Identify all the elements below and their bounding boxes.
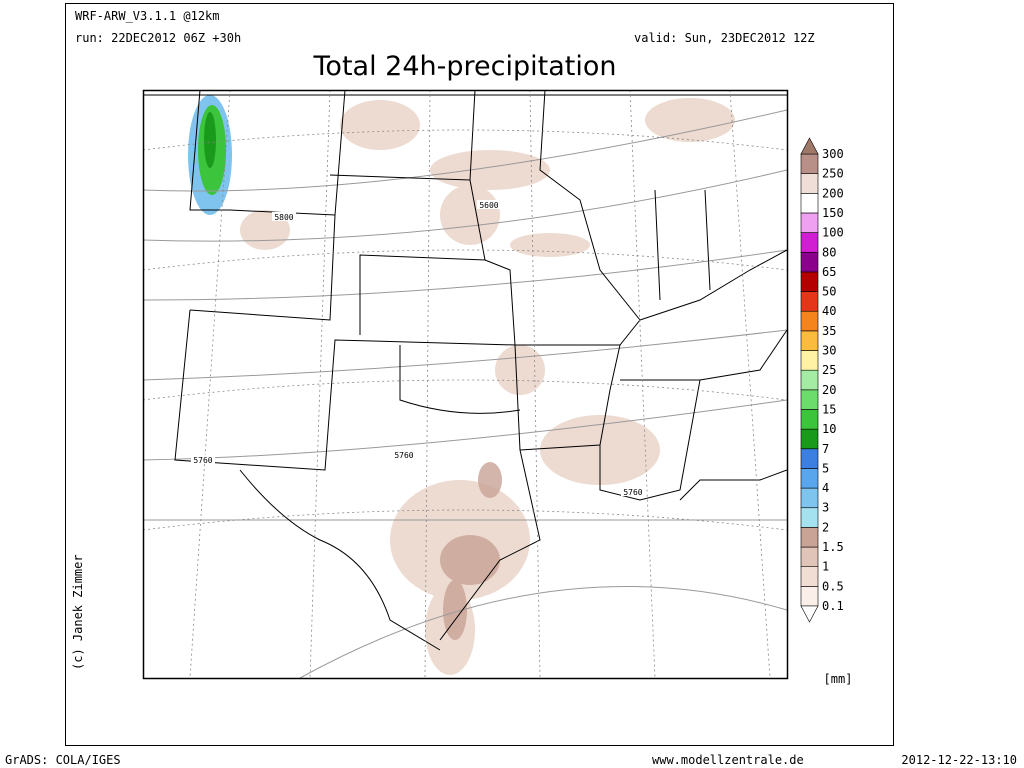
colorbar-label: 10 xyxy=(822,422,836,436)
contour-label: 5760 xyxy=(623,488,642,497)
colorbar-label: 2 xyxy=(822,520,829,534)
colorbar-box xyxy=(800,487,819,509)
colorbar-label: 0.5 xyxy=(822,579,844,593)
contour-label: 5760 xyxy=(394,451,413,460)
colorbar-label: 150 xyxy=(822,206,844,220)
run-label: run: 22DEC2012 06Z +30h xyxy=(75,31,241,45)
colorbar-box xyxy=(800,310,819,332)
precip-heavy xyxy=(188,95,232,215)
colorbar-label: 15 xyxy=(822,402,836,416)
contour-label-bg xyxy=(477,200,501,209)
colorbar-box xyxy=(800,389,819,410)
precip-medium xyxy=(440,462,502,640)
colorbar-box xyxy=(800,350,819,371)
colorbar-label: 50 xyxy=(822,285,836,299)
colorbar-arrow-high xyxy=(800,137,819,155)
colorbar-box xyxy=(800,153,819,174)
colorbar-label: 3 xyxy=(822,501,829,515)
footer-right: 2012-12-22-13:10 xyxy=(901,753,1017,767)
colorbar-label: 35 xyxy=(822,324,836,338)
unit-label: [mm] xyxy=(824,672,853,686)
colorbar-label: 0.1 xyxy=(822,599,844,613)
footer-left: GrADS: COLA/IGES xyxy=(5,753,121,767)
contour-label: 5800 xyxy=(274,213,293,222)
colorbar: 0.1 0.5 1 1.5 2 3 4 5 7 10 15 20 25 30 35 40 50 65 80 100 15… xyxy=(800,137,844,623)
colorbar-label: 200 xyxy=(822,186,844,200)
colorbar-label: 100 xyxy=(822,226,844,240)
colorbar-box xyxy=(800,212,819,233)
colorbar-label: 20 xyxy=(822,383,836,397)
contour-label-bg xyxy=(191,455,215,464)
contour-label-bg xyxy=(621,487,645,496)
contour-labels: 5600 5800 5760 5760 5760 xyxy=(191,200,645,497)
colorbar-box xyxy=(800,468,819,489)
colorbar-box xyxy=(800,448,819,469)
map-title: Total 24h-precipitation xyxy=(313,51,617,82)
colorbar-label: 250 xyxy=(822,167,844,181)
map: 5600 5800 5760 5760 5760 xyxy=(142,89,789,680)
colorbar-label: 65 xyxy=(822,265,836,279)
colorbar-label: 30 xyxy=(822,344,836,358)
colorbar-box xyxy=(800,369,819,391)
colorbar-label: 25 xyxy=(822,363,836,377)
height-contours xyxy=(143,109,787,678)
colorbar-box xyxy=(800,507,819,528)
precip-light xyxy=(240,98,735,675)
colorbar-box xyxy=(800,586,819,607)
contour-label: 5600 xyxy=(479,201,498,210)
colorbar-box xyxy=(800,251,819,273)
contour-label-bg xyxy=(392,450,416,459)
valid-label: valid: Sun, 23DEC2012 12Z xyxy=(634,31,815,45)
colorbar-label: 1.5 xyxy=(822,540,844,554)
colorbar-label: 80 xyxy=(822,245,836,259)
contour-label-bg xyxy=(272,212,296,221)
colorbar-label: 5 xyxy=(822,461,829,475)
colorbar-label: 4 xyxy=(822,481,829,495)
colorbar-box xyxy=(800,271,819,292)
colorbar-label: 7 xyxy=(822,442,829,456)
map-border xyxy=(142,89,789,680)
frame xyxy=(65,3,894,746)
colorbar-box xyxy=(800,566,819,587)
colorbar-arrow-low xyxy=(800,605,819,623)
colorbar-label: 300 xyxy=(822,147,844,161)
colorbar-box xyxy=(800,409,819,430)
colorbar-box xyxy=(800,291,819,312)
footer-center: www.modellzentrale.de xyxy=(652,753,804,767)
colorbar-box xyxy=(800,330,819,351)
colorbar-box xyxy=(800,527,819,548)
credit: (c) Janek Zimmer xyxy=(71,554,85,670)
colorbar-box xyxy=(800,428,819,450)
colorbar-box xyxy=(800,193,819,214)
colorbar-box xyxy=(800,173,819,194)
colorbar-box xyxy=(800,546,819,567)
contour-label: 5760 xyxy=(193,456,212,465)
colorbar-box xyxy=(800,232,819,253)
state-borders xyxy=(143,90,787,651)
colorbar-label: 1 xyxy=(822,560,829,574)
colorbar-label: 40 xyxy=(822,304,836,318)
model-label: WRF-ARW_V3.1.1 @12km xyxy=(75,9,220,23)
graticule xyxy=(143,90,787,678)
